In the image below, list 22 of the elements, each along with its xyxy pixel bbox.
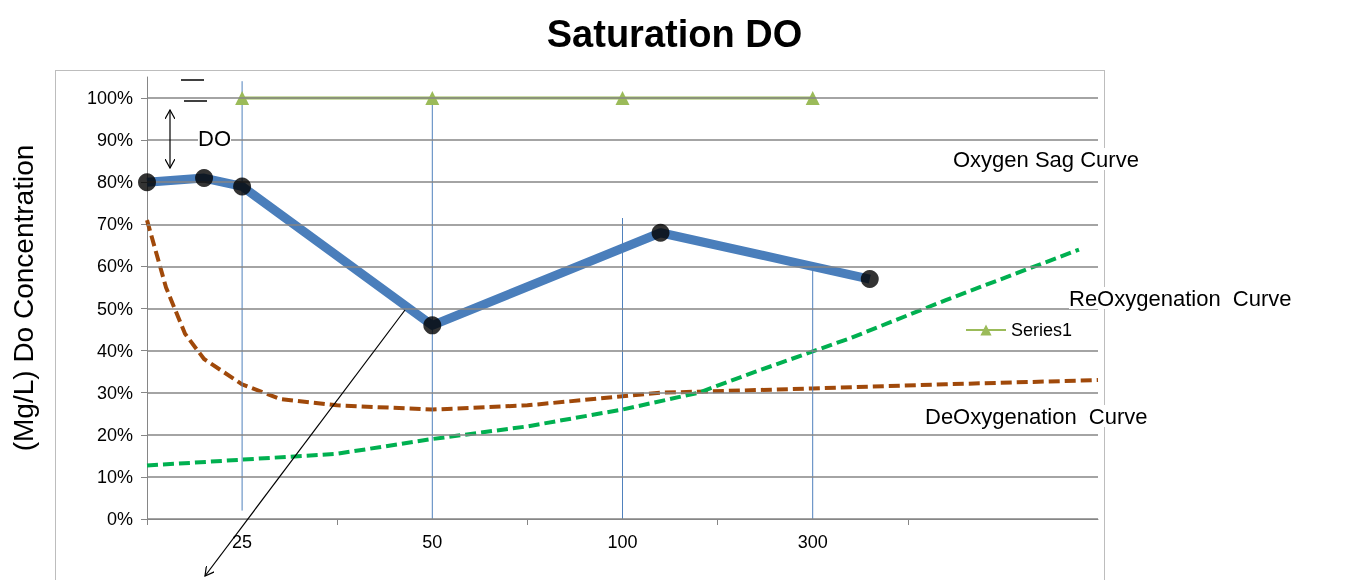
x-tick-label: 50 — [422, 532, 443, 552]
y-tick-label: 40% — [96, 340, 133, 361]
x-tick-label: 25 — [232, 532, 253, 552]
annotation: DeOxygenation Curve — [925, 403, 1148, 429]
y-tick-label: 0% — [106, 509, 133, 529]
x-tick-label: 300 — [797, 532, 828, 552]
y-tick-label: 90% — [96, 130, 133, 151]
x-tick-label: 100 — [607, 532, 638, 552]
annotation: DO — [198, 125, 231, 151]
y-tick-label: 30% — [96, 382, 133, 403]
y-axis-title: (Mg/L) Do Concentration — [7, 144, 39, 452]
legend-label: Series1 — [1011, 320, 1073, 340]
y-tick-label: 10% — [96, 466, 133, 487]
y-tick-label: 20% — [96, 424, 133, 445]
y-tick-label: 70% — [96, 214, 133, 235]
annotation: ReOxygenation Curve — [1069, 285, 1292, 311]
chart-title: Saturation DO — [546, 13, 803, 55]
y-tick-label: 100% — [86, 88, 133, 109]
y-tick-label: 80% — [96, 172, 133, 193]
y-tick-label: 50% — [96, 298, 133, 319]
annotation: Oxygen Sag Curve — [953, 146, 1139, 172]
y-tick-label: 60% — [96, 256, 133, 277]
